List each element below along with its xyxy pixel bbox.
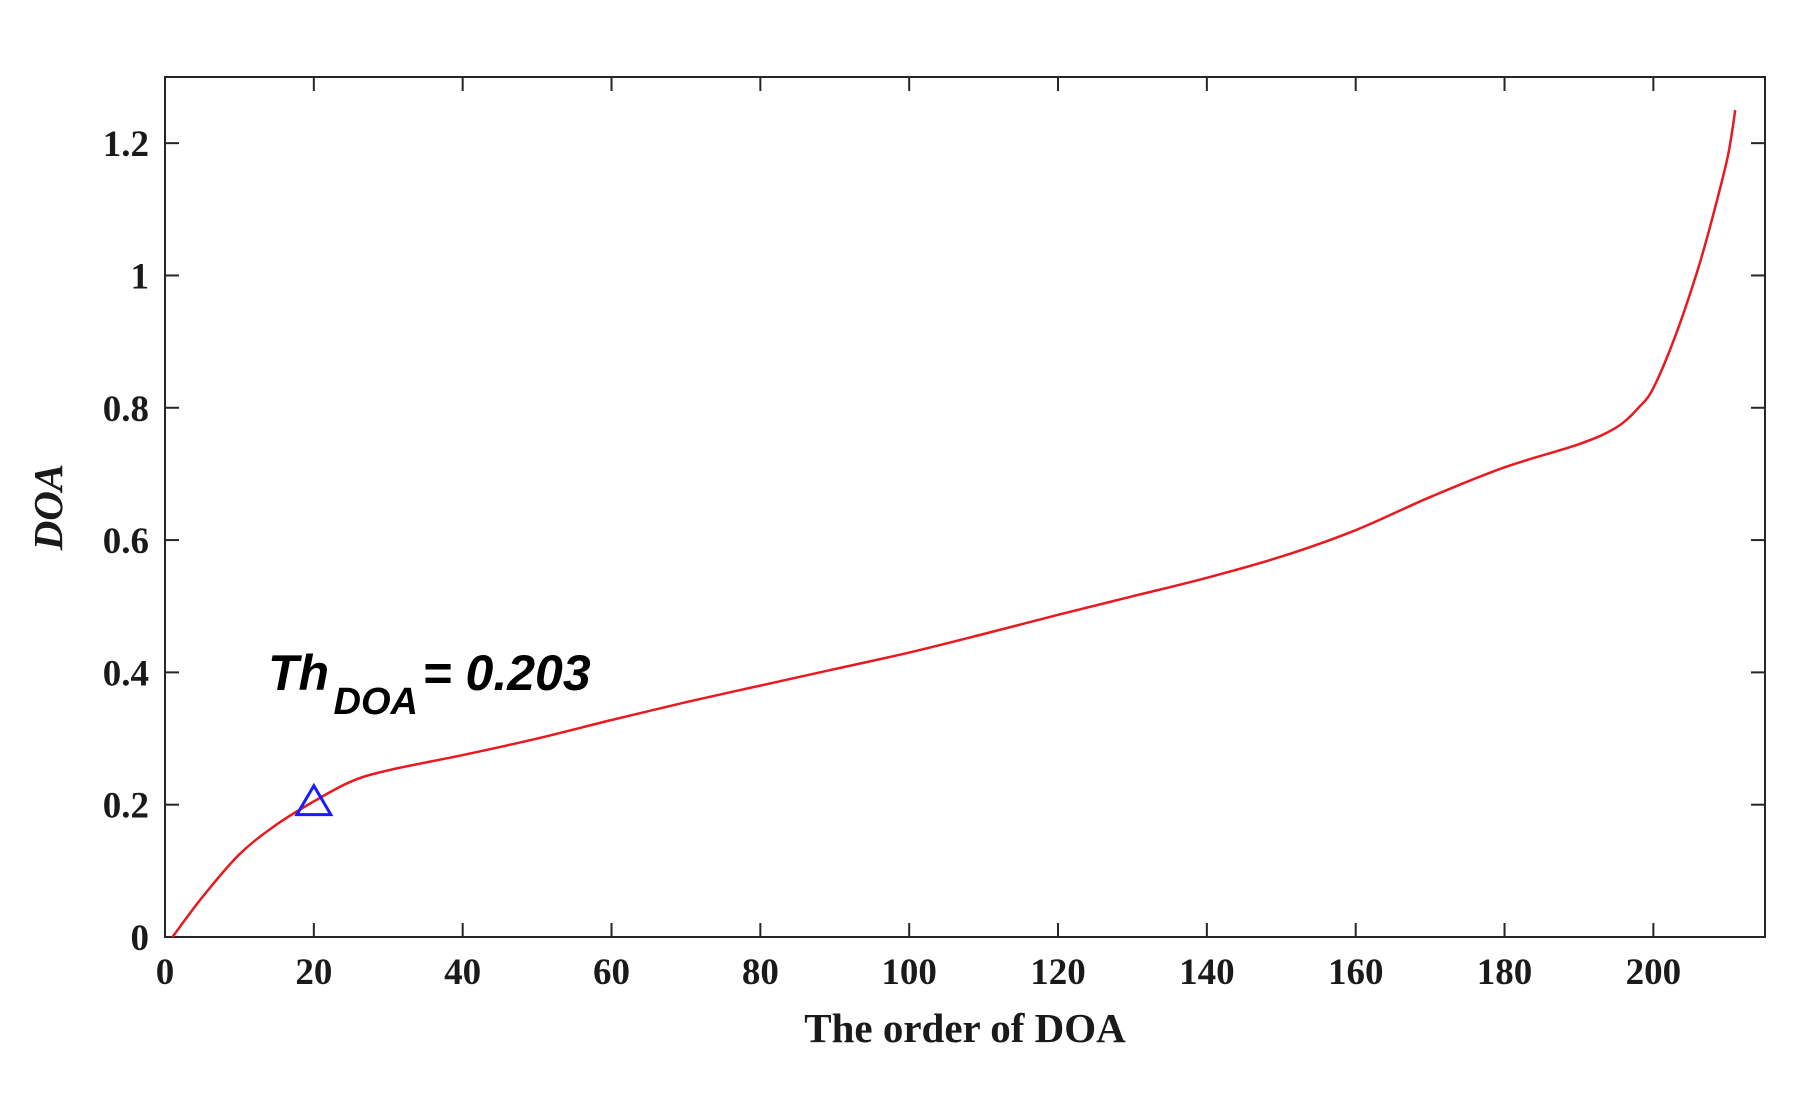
y-tick-label: 1.2 (103, 124, 149, 165)
threshold-marker (294, 782, 334, 817)
y-tick-label: 1 (131, 256, 150, 297)
x-tick-label: 20 (295, 952, 332, 993)
x-tick-label: 0 (156, 952, 175, 993)
x-tick-label: 140 (1179, 952, 1235, 993)
y-tick-label: 0.6 (103, 521, 149, 562)
x-tick-label: 100 (881, 952, 937, 993)
x-tick-label: 180 (1477, 952, 1533, 993)
y-tick-labels: 0 0.2 0.4 0.6 0.8 1 1.2 (103, 124, 149, 959)
y-tick-label: 0 (131, 918, 150, 959)
x-tick-label: 60 (593, 952, 630, 993)
annotation-main: Th (268, 645, 329, 701)
doa-series-line (171, 109, 1737, 938)
x-tick-label: 40 (444, 952, 481, 993)
y-tick-label: 0.8 (103, 389, 149, 430)
axis-ticks (164, 77, 1765, 938)
plot-area (164, 76, 1766, 938)
x-tick-label: 80 (742, 952, 779, 993)
x-tick-label: 120 (1030, 952, 1086, 993)
y-tick-label: 0.4 (103, 653, 149, 694)
x-tick-label: 200 (1626, 952, 1682, 993)
y-axis-title: DOA (25, 464, 71, 552)
annotation-rest: = 0.203 (422, 645, 590, 701)
threshold-annotation: Th DOA = 0.203 (268, 645, 591, 723)
annotation-subscript: DOA (334, 681, 418, 723)
x-tick-label: 160 (1328, 952, 1384, 993)
x-axis-title: The order of DOA (804, 1005, 1126, 1051)
y-tick-label: 0.2 (103, 786, 149, 827)
x-tick-labels: 0 20 40 60 80 100 120 140 160 180 200 (156, 952, 1681, 993)
